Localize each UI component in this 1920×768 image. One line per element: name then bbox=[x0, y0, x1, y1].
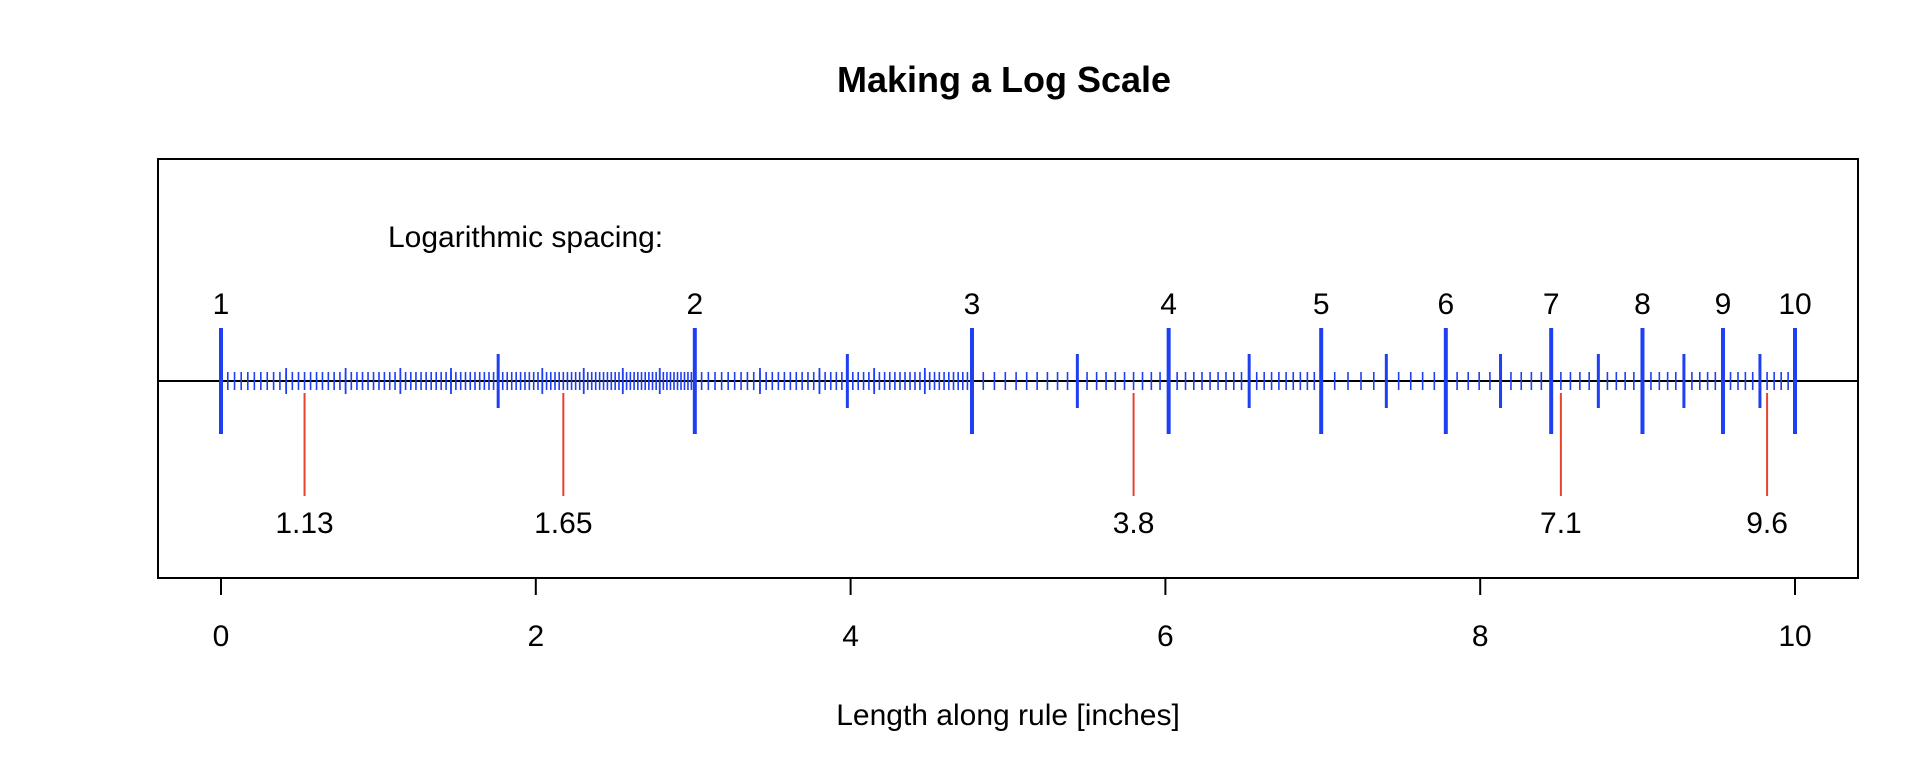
plot-frame bbox=[157, 158, 1859, 579]
x-tick-label: 2 bbox=[527, 620, 544, 653]
chart-title: Making a Log Scale bbox=[837, 59, 1171, 100]
x-axis: 0 2 4 6 8 10 bbox=[213, 578, 1812, 653]
log-scale-labels: 1 2 3 4 5 6 7 8 9 10 bbox=[213, 288, 1812, 321]
x-tick-label: 6 bbox=[1157, 620, 1174, 653]
marked-value-label: 1.65 bbox=[534, 507, 592, 540]
scale-major-label: 5 bbox=[1313, 288, 1330, 321]
scale-major-label: 6 bbox=[1437, 288, 1454, 321]
scale-major-label: 7 bbox=[1543, 288, 1560, 321]
scale-major-label: 10 bbox=[1778, 288, 1811, 321]
scale-major-label: 8 bbox=[1634, 288, 1651, 321]
marked-values: 1.13 1.65 3.8 7.1 9.6 bbox=[275, 393, 1788, 540]
log-scale-ticks bbox=[219, 328, 1797, 434]
scale-major-label: 2 bbox=[686, 288, 703, 321]
marked-value-label: 9.6 bbox=[1746, 507, 1788, 540]
marked-value-label: 3.8 bbox=[1113, 507, 1155, 540]
scale-major-label: 9 bbox=[1715, 288, 1732, 321]
scale-major-label: 3 bbox=[964, 288, 981, 321]
x-axis-label: Length along rule [inches] bbox=[836, 699, 1180, 732]
scale-major-label: 1 bbox=[213, 288, 230, 321]
x-tick-label: 10 bbox=[1778, 620, 1811, 653]
x-tick-label: 4 bbox=[842, 620, 859, 653]
x-tick-label: 0 bbox=[213, 620, 230, 653]
scale-major-label: 4 bbox=[1160, 288, 1177, 321]
annotation-text: Logarithmic spacing: bbox=[388, 221, 663, 254]
x-tick-label: 8 bbox=[1472, 620, 1489, 653]
marked-value-label: 1.13 bbox=[275, 507, 333, 540]
marked-value-label: 7.1 bbox=[1540, 507, 1582, 540]
